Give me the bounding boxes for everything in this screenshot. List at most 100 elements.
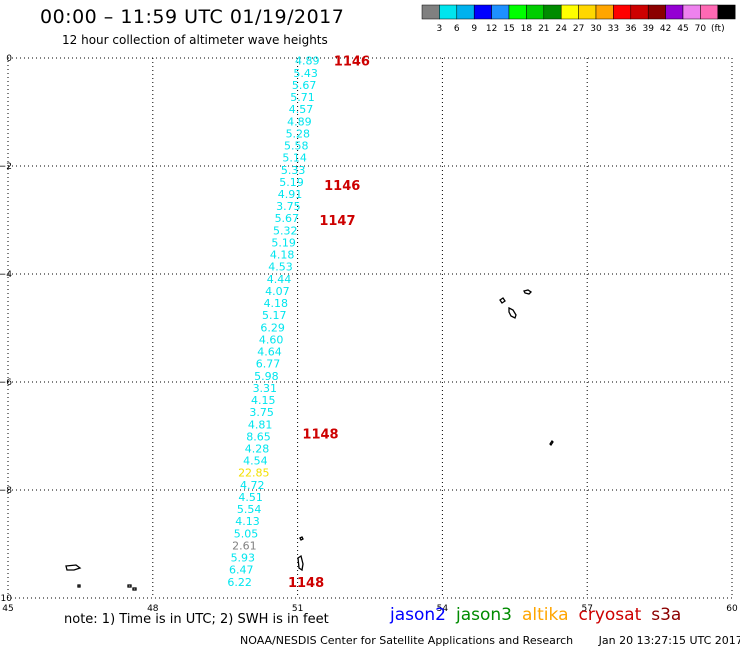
wave-height-label: 5.14 [282,152,307,165]
lat-tick-label: −4 [0,270,12,280]
island-outline [132,587,137,591]
generated-timestamp: Jan 20 13:27:15 UTC 2017 [598,634,740,647]
wave-height-label: 5.93 [231,552,256,565]
color-scale-label: 42 [660,24,671,34]
wave-height-label: 4.18 [264,297,289,310]
color-scale-label: 70 [695,24,707,34]
color-scale-label: 45 [677,24,688,34]
color-scale-label: 6 [454,24,460,34]
lon-tick-label: 51 [292,604,303,614]
wave-height-label: 4.72 [240,479,265,492]
lat-tick-label: −8 [0,486,12,496]
map-subtitle: 12 hour collection of altimeter wave hei… [62,33,328,47]
wave-height-label: 4.60 [259,333,284,346]
wave-height-label: 4.57 [289,103,314,116]
source-credit: NOAA/NESDIS Center for Satellite Applica… [240,634,574,647]
island-outline [127,584,132,588]
wave-height-label: 4.81 [248,418,273,431]
lon-tick-label: 45 [2,604,13,614]
color-swatch [717,4,736,20]
wave-height-label: 5.28 [286,127,311,140]
color-scale-label: 30 [590,24,602,34]
wave-height-label: 5.98 [254,370,279,383]
wave-height-label: 5.54 [237,503,262,516]
island-outline [508,306,517,319]
time-label: 1148 [288,576,324,591]
wave-height-label: 5.67 [292,79,317,92]
island-outline [523,289,533,295]
wave-height-label: 5.19 [279,176,304,189]
wave-height-label: 5.43 [293,67,318,80]
wave-height-label: 4.44 [267,273,292,286]
wave-height-label: 6.22 [227,576,252,589]
color-scale-label: 39 [642,24,654,34]
lon-tick-label: 54 [437,604,449,614]
wave-height-label: 4.91 [278,188,303,201]
legend-item-altika: altika [522,605,569,625]
lat-tick-label: −2 [0,162,12,172]
wave-height-label: 5.67 [275,212,300,225]
island-outline [299,536,304,541]
wave-height-label: 3.75 [276,200,301,213]
wave-height-label: 4.54 [243,455,268,468]
color-scale-label: 15 [503,24,514,34]
wave-height-label: 6.77 [256,358,281,371]
legend-item-cryosat: cryosat [578,605,642,625]
lat-tick-label: 0 [6,54,12,64]
color-scale-label: 24 [555,24,567,34]
satellite-legend: jason2 jason3 altika cryosat s3a [390,605,691,625]
map-title: 00:00 – 11:59 UTC 01/19/2017 [40,6,345,28]
wave-height-label: 5.58 [284,140,309,153]
island-outline [499,297,506,304]
color-scale-label: (ft) [711,24,725,34]
wave-height-label: 5.33 [281,164,306,177]
color-scale-label: 21 [538,24,549,34]
wave-height-label: 22.85 [238,467,270,480]
legend-item-jason3: jason3 [456,605,512,625]
time-label: 1148 [302,427,338,442]
color-scale-bar: 3 6 9 12 15 18 21 24 27 30 33 36 39 42 45 70 (ft) [421,4,736,34]
time-label: 1146 [334,55,370,70]
wave-height-label: 3.75 [249,406,274,419]
wave-height-label: 5.05 [234,527,259,540]
wave-height-label: 8.65 [246,430,271,443]
lon-tick-label: 48 [147,604,159,614]
lat-tick-label: −6 [0,378,12,388]
wave-height-label: 4.15 [251,394,276,407]
color-scale-label: 12 [486,24,497,34]
color-scale-label: 36 [625,24,637,34]
lon-tick-label: 57 [581,604,592,614]
color-scale-label: 33 [608,24,619,34]
wave-height-label: 4.18 [270,249,295,262]
wave-height-label: 4.28 [245,442,270,455]
time-label: 1147 [319,214,355,229]
color-scale-label: 18 [521,24,533,34]
wave-height-label: 5.71 [290,91,315,104]
wave-height-label: 6.47 [229,564,254,577]
wave-height-label: 5.32 [273,224,298,237]
island-outline [297,554,304,572]
wave-height-label: 5.17 [262,309,287,322]
color-scale-label: 9 [471,24,477,34]
wave-height-label: 4.13 [235,515,260,528]
time-label: 1146 [324,179,360,194]
island-outline [65,564,82,571]
wave-height-label: 5.19 [271,236,296,249]
wave-height-label: 4.89 [287,115,312,128]
wave-height-label: 4.64 [257,346,282,359]
island-outline [77,584,81,588]
wave-height-label: 3.31 [253,382,278,395]
wave-height-label: 4.53 [268,261,293,274]
lon-tick-label: 60 [726,604,738,614]
legend-item-jason2: jason2 [390,605,446,625]
island-outline [549,439,554,447]
wave-height-label: 4.07 [265,285,290,298]
color-scale-label: 27 [573,24,584,34]
color-scale-label: 3 [437,24,443,34]
lat-tick-label: −10 [0,594,12,604]
legend-item-s3a: s3a [651,605,682,625]
wave-height-label: 2.61 [232,539,257,552]
map-frame [7,57,733,599]
wave-height-label: 4.89 [295,55,320,68]
